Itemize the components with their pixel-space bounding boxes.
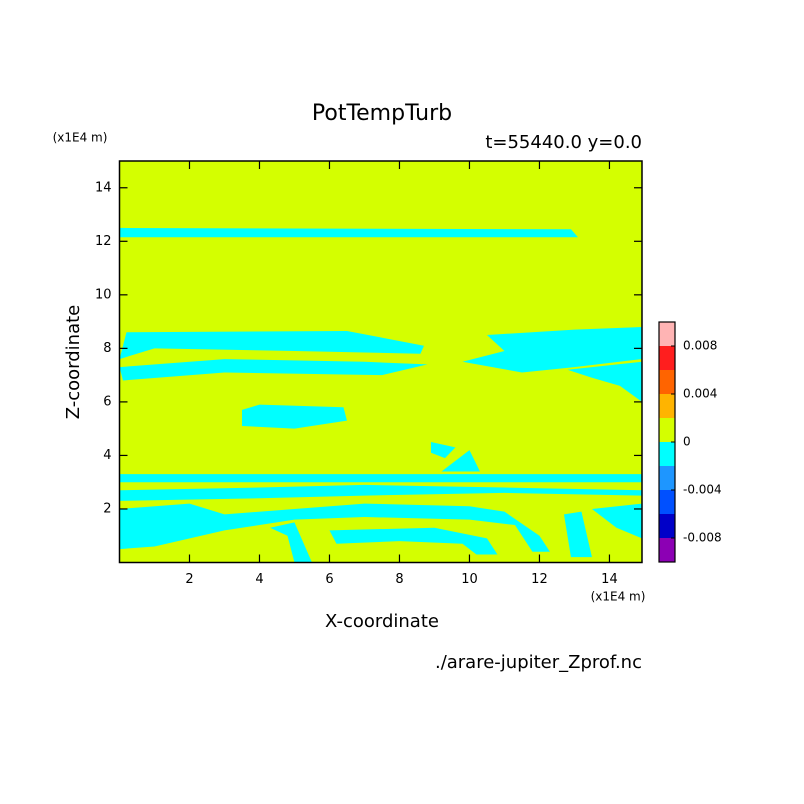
y-tick-label: 14	[95, 180, 112, 195]
colorbar-bin	[659, 442, 675, 466]
x-tick-label: 6	[325, 572, 333, 587]
y-tick-label: 6	[103, 394, 111, 409]
contour-region	[441, 450, 480, 472]
chart-subtitle: t=55440.0 y=0.0	[485, 132, 642, 153]
colorbar-tick-label: 0.004	[683, 387, 717, 401]
x-tick-label: 8	[395, 572, 403, 587]
colorbar-bin	[659, 370, 675, 394]
x-tick-label: 4	[255, 572, 263, 587]
x-tick-label: 2	[185, 572, 193, 587]
colorbar-bin	[659, 490, 675, 514]
y-tick-label: 12	[95, 234, 112, 249]
colorbar-bin	[659, 538, 675, 562]
contour-region	[119, 474, 642, 483]
contour-region	[119, 330, 424, 360]
contour-region	[269, 522, 312, 563]
x-tick-label: 14	[601, 572, 618, 587]
colorbar-tick-label: -0.004	[683, 483, 722, 497]
colorbar-tick-label: -0.008	[683, 531, 722, 545]
contour-region	[329, 527, 498, 555]
colorbar-tick-label: 0	[683, 435, 691, 449]
y-axis-label: Z-coordinate	[63, 305, 84, 420]
plot-frame	[118, 160, 643, 564]
contour-region	[430, 442, 456, 459]
y-tick-label: 10	[95, 287, 112, 302]
colorbar-bin	[659, 514, 675, 538]
x-tick-label: 12	[531, 572, 548, 587]
y-tick-label: 8	[103, 341, 111, 356]
colorbar-tick-label: 0.008	[683, 339, 717, 353]
contour-region	[119, 359, 428, 381]
colorbar-bin	[659, 322, 675, 346]
contour-region	[591, 503, 642, 539]
contour-region	[567, 361, 642, 402]
contour-region	[241, 404, 347, 429]
contour-region	[119, 227, 578, 238]
colorbar-bin	[659, 346, 675, 370]
contour-region	[563, 511, 592, 558]
x-axis-label: X-coordinate	[325, 611, 439, 632]
y-tick-label: 4	[103, 448, 111, 463]
contour-region	[119, 503, 550, 552]
x-tick-label: 10	[461, 572, 478, 587]
colorbar-bin	[659, 466, 675, 490]
chart-title: PotTempTurb	[312, 101, 452, 126]
y-unit: (x1E4 m)	[53, 131, 108, 145]
contour-region	[119, 484, 642, 501]
y-tick-label: 2	[103, 501, 111, 516]
contour-region	[462, 326, 642, 373]
colorbar-bin	[659, 418, 675, 442]
file-label: ./arare-jupiter_Zprof.nc	[435, 652, 642, 673]
x-unit: (x1E4 m)	[591, 590, 646, 604]
colorbar-bin	[659, 394, 675, 418]
